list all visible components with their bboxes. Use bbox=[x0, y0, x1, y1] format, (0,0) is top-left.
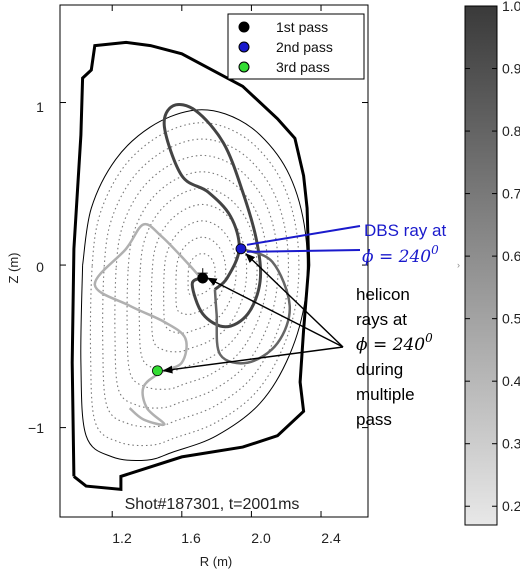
legend-label-3rd-pass: 3rd pass bbox=[276, 59, 330, 75]
colorbar-caret: › bbox=[457, 260, 460, 270]
dbs-label-line1: DBS ray at bbox=[364, 221, 446, 240]
shot-label: Shot#187301, t=2001ms bbox=[125, 496, 300, 513]
colorbar bbox=[464, 5, 498, 526]
y-axis-label: Z (m) bbox=[6, 252, 21, 283]
helicon-arrow-3 bbox=[162, 346, 344, 374]
annotation-arrows bbox=[162, 225, 361, 374]
pass-point-3 bbox=[152, 365, 163, 377]
ray-path-3 bbox=[93, 222, 202, 427]
colorbar-tick-label: 0.8 bbox=[502, 123, 520, 139]
colorbar-tick-label: 0.5 bbox=[502, 311, 520, 327]
colorbar-tick-label: 0.7 bbox=[502, 186, 520, 202]
helicon-arrow-1 bbox=[245, 253, 344, 348]
y-tick-label-0: 0 bbox=[36, 259, 44, 275]
colorbar-tick-label: 0.2 bbox=[502, 498, 520, 514]
helicon-label-line6: pass bbox=[356, 410, 392, 429]
legend-label-2nd-pass: 2nd pass bbox=[276, 39, 333, 55]
dbs-label-math-sup: 0 bbox=[431, 243, 439, 257]
helicon-label-line1: helicon bbox=[356, 285, 410, 304]
x-tick-label-1.6: 1.6 bbox=[181, 530, 201, 546]
y-tick-label-1: 1 bbox=[36, 99, 44, 115]
helicon-label-line5: multiple bbox=[356, 385, 415, 404]
legend-marker-2nd-pass bbox=[238, 41, 250, 53]
dbs-pointer-lower bbox=[246, 249, 361, 253]
ray-path-1 bbox=[162, 103, 263, 329]
legend-marker-1st-pass bbox=[238, 21, 250, 33]
colorbar-tick-label: 0.3 bbox=[502, 436, 520, 452]
legend: 1st pass 2nd pass 3rd pass bbox=[227, 13, 365, 80]
colorbar-tick-label: 0.4 bbox=[502, 373, 520, 389]
vessel-wall bbox=[70, 40, 311, 492]
legend-box bbox=[227, 13, 365, 80]
pass-point-1 bbox=[197, 272, 209, 284]
legend-marker-3rd-pass bbox=[238, 61, 250, 73]
ray-trajectories bbox=[93, 103, 291, 427]
flux-surface bbox=[163, 220, 237, 334]
x-tick-label-1.2: 1.2 bbox=[112, 530, 132, 546]
legend-label-1st-pass: 1st pass bbox=[276, 19, 328, 35]
ray-path-2 bbox=[213, 247, 291, 365]
flux-surface bbox=[187, 253, 216, 297]
colorbar-tick-label: 0.9 bbox=[502, 61, 520, 77]
pass-points bbox=[152, 243, 247, 377]
y-tick-label-neg1: −1 bbox=[28, 420, 44, 436]
colorbar-ticks: 1.0 0.9 0.8 0.7 0.6 0.5 0.4 0.3 0.2 bbox=[465, 0, 520, 514]
dbs-pointer-upper bbox=[246, 225, 361, 246]
dbs-label-math-body: ϕ = 240 bbox=[362, 247, 431, 267]
helicon-label-math-body: ϕ = 240 bbox=[356, 335, 425, 355]
colorbar-tick-label: 0.6 bbox=[502, 248, 520, 264]
dbs-label-math: ϕ = 2400 bbox=[362, 243, 439, 267]
x-tick-label-2.4: 2.4 bbox=[321, 530, 341, 546]
pass-point-2 bbox=[235, 243, 247, 255]
plot-frame bbox=[59, 4, 369, 518]
helicon-label-line4: during bbox=[356, 360, 403, 379]
x-axis-label: R (m) bbox=[200, 554, 233, 569]
helicon-label-math-sup: 0 bbox=[425, 331, 433, 345]
helicon-arrow-2 bbox=[206, 277, 344, 348]
colorbar-tick-label: 1.0 bbox=[502, 0, 520, 14]
axis-ticks bbox=[60, 5, 368, 517]
helicon-label-math: ϕ = 2400 bbox=[356, 331, 433, 355]
x-tick-label-2.0: 2.0 bbox=[251, 530, 271, 546]
helicon-label-line2: rays at bbox=[356, 310, 407, 329]
flux-surface bbox=[126, 171, 269, 390]
flux-surface bbox=[102, 138, 290, 428]
